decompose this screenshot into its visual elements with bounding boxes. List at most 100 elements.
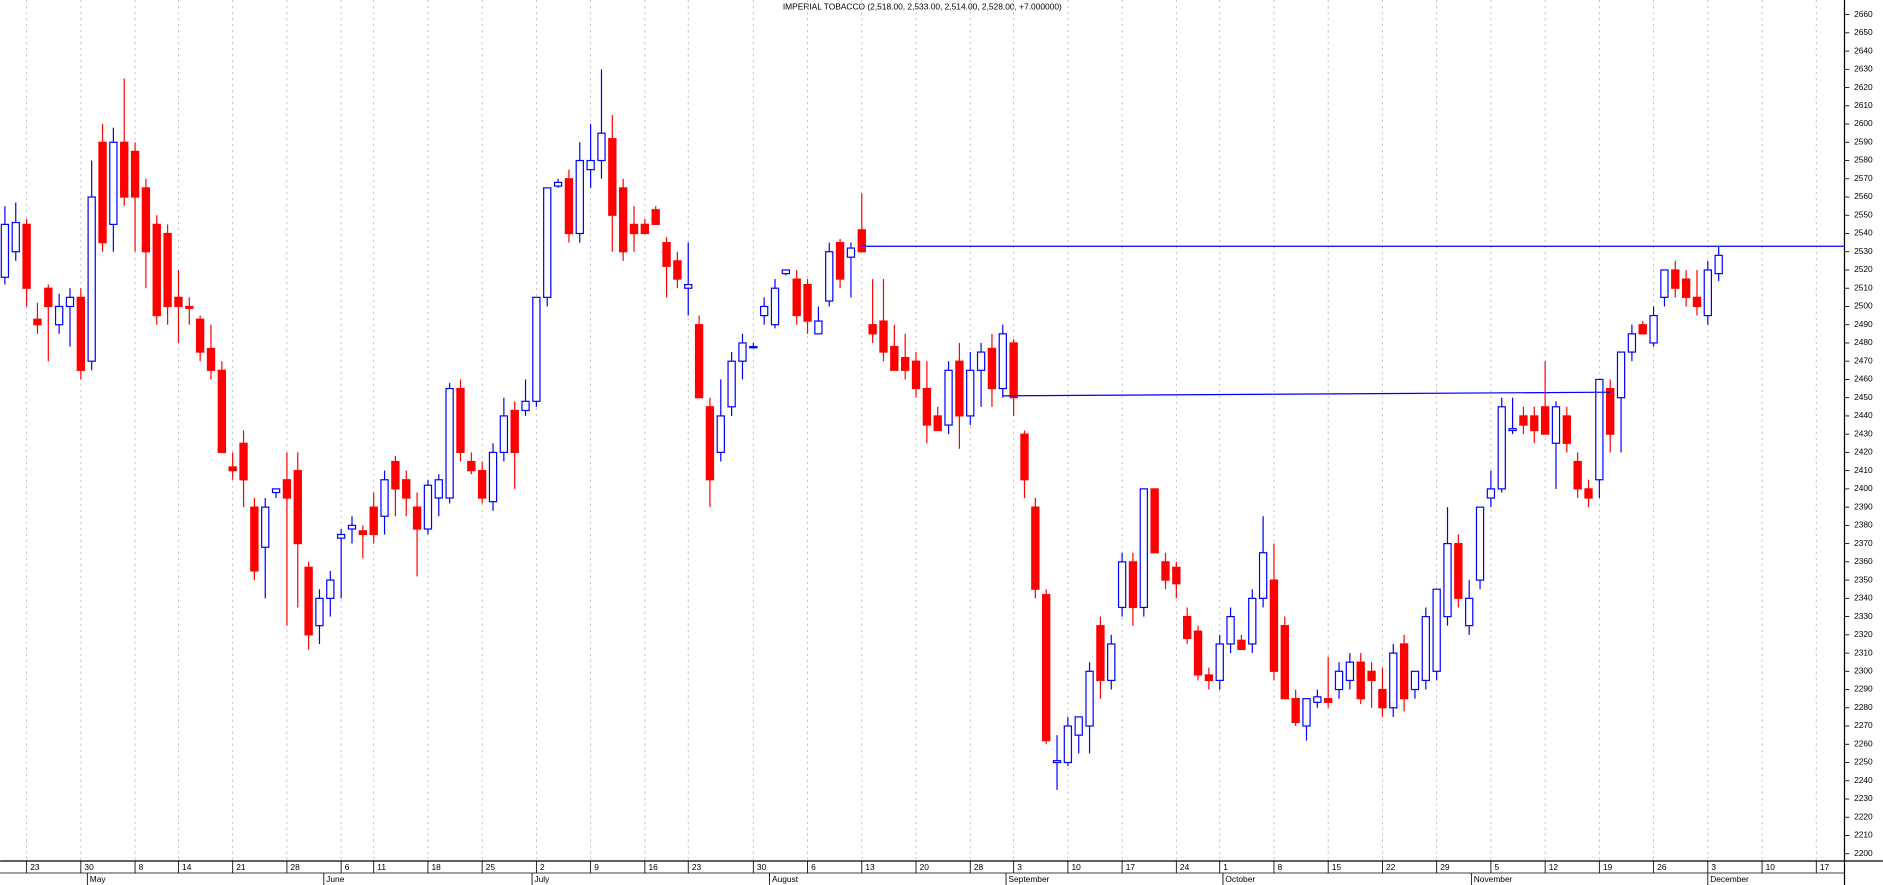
x-tick-label: 17 [1820, 862, 1830, 872]
x-tick-label: 26 [1657, 862, 1667, 872]
candle-body [521, 400, 530, 412]
x-tick-label: 8 [139, 862, 144, 872]
candle-body [1660, 269, 1669, 298]
candle-body [749, 345, 758, 349]
y-tick-label: 2610 [1854, 100, 1873, 110]
y-tick-label: 2210 [1854, 830, 1873, 840]
candle-body [738, 342, 747, 362]
y-tick-label: 2250 [1854, 757, 1873, 767]
candle-body [759, 305, 769, 317]
y-tick-label: 2650 [1854, 27, 1873, 37]
candle-body [1031, 506, 1040, 590]
x-tick-label: 9 [594, 862, 599, 872]
candle-body [1551, 406, 1561, 444]
x-tick-label: 1 [1223, 862, 1228, 872]
candle-body [163, 232, 172, 308]
candle-body [1063, 725, 1073, 764]
candle-body [1128, 561, 1138, 609]
candle-body [174, 296, 183, 308]
candle-body [966, 369, 975, 417]
candle-body [477, 470, 487, 499]
y-tick-label: 2340 [1854, 593, 1873, 603]
candle-body [1389, 652, 1398, 709]
trend-line [1002, 391, 1611, 397]
candle-body [1042, 594, 1051, 742]
candle-body [597, 132, 606, 162]
y-tick-label: 2590 [1854, 137, 1873, 147]
month-label: September [1008, 874, 1049, 884]
candle-body [1139, 488, 1148, 609]
candle-body [933, 415, 942, 432]
candle-body [1009, 342, 1018, 399]
y-tick-label: 2430 [1854, 428, 1873, 438]
candle-body [835, 242, 845, 280]
candle-body [109, 141, 118, 225]
candle-body [1616, 351, 1626, 399]
candle-body [1410, 670, 1420, 691]
y-tick-label: 2230 [1854, 793, 1873, 803]
candle-body [1497, 406, 1506, 490]
candle-body [1638, 324, 1647, 335]
candle-body [250, 506, 259, 572]
candle-body [911, 360, 921, 390]
x-tick-label: 20 [920, 862, 930, 872]
candle-body [1269, 579, 1279, 672]
candle-body [1584, 488, 1593, 499]
x-tick-label: 13 [865, 862, 875, 872]
candle-body [727, 360, 736, 408]
y-tick-label: 2400 [1854, 483, 1873, 493]
candle-body [271, 488, 281, 494]
candle-body [1161, 561, 1170, 581]
y-tick-label: 2290 [1854, 684, 1873, 694]
candle-body [87, 196, 96, 362]
candle-body [1714, 254, 1723, 275]
candle-body [1573, 460, 1582, 490]
candle-body [0, 223, 10, 278]
candle-body [662, 242, 671, 267]
candle-body [1280, 625, 1289, 700]
candle-body [651, 209, 660, 225]
candle-body [1215, 643, 1224, 682]
y-tick-label: 2380 [1854, 520, 1873, 530]
candle-body [673, 260, 682, 280]
candle-body [575, 159, 584, 235]
candle-body [1117, 561, 1127, 609]
candle-body [336, 533, 346, 539]
candle-body [1334, 670, 1344, 691]
candle-body [412, 506, 422, 530]
x-tick-label: 6 [811, 862, 816, 872]
y-tick-label: 2310 [1854, 647, 1873, 657]
candle-body [1606, 387, 1615, 435]
candle-body [282, 479, 292, 499]
candle-body [228, 466, 237, 472]
candle-body [1649, 314, 1658, 344]
x-tick-label: 15 [1332, 862, 1342, 872]
month-label: June [326, 874, 345, 884]
candle-body [1302, 698, 1311, 727]
x-tick-label: 30 [757, 862, 767, 872]
candle-body [304, 566, 313, 636]
candle-body [315, 597, 324, 627]
x-tick-label: 3 [1711, 862, 1716, 872]
candle-body [803, 283, 812, 322]
x-tick-label: 21 [236, 862, 246, 872]
candle-body [185, 305, 194, 309]
candle-body [11, 221, 20, 253]
x-tick-label: 25 [486, 862, 496, 872]
candle-body [608, 138, 617, 216]
candle-body [868, 324, 877, 335]
candle-body [1475, 506, 1485, 581]
candle-body [1432, 588, 1441, 672]
candle-body [1204, 674, 1214, 682]
y-tick-label: 2510 [1854, 282, 1873, 292]
y-tick-label: 2360 [1854, 556, 1873, 566]
candle-body [1367, 670, 1376, 682]
y-tick-label: 2410 [1854, 465, 1873, 475]
candle-body [488, 451, 498, 503]
candle-body [900, 356, 910, 371]
candle-body [1183, 615, 1192, 640]
month-label: July [534, 874, 550, 884]
candle-body [1508, 428, 1517, 432]
